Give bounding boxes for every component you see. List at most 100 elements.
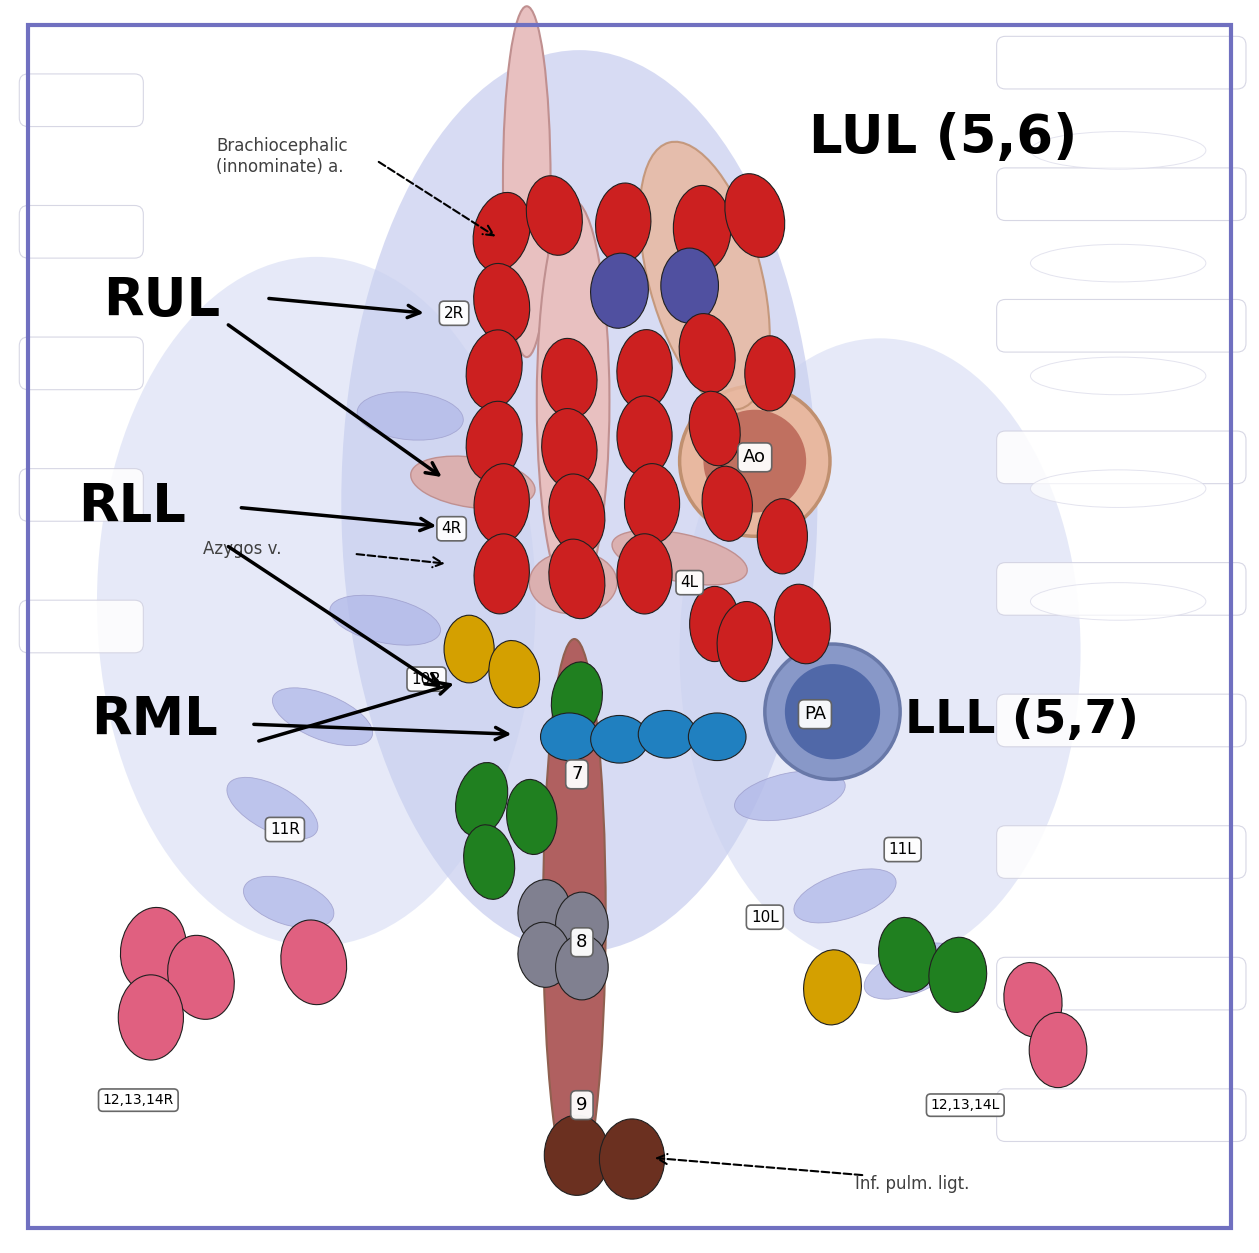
FancyBboxPatch shape — [19, 74, 144, 127]
Ellipse shape — [1030, 583, 1206, 620]
Ellipse shape — [526, 175, 583, 256]
Ellipse shape — [1030, 357, 1206, 395]
Text: 12,13,14L: 12,13,14L — [930, 1098, 1000, 1113]
Ellipse shape — [734, 771, 845, 821]
Ellipse shape — [517, 880, 570, 945]
Ellipse shape — [679, 313, 735, 393]
Ellipse shape — [506, 779, 556, 855]
Text: 10L: 10L — [750, 910, 779, 925]
Ellipse shape — [456, 763, 507, 836]
FancyBboxPatch shape — [19, 205, 144, 258]
Text: Ao: Ao — [743, 449, 767, 466]
Ellipse shape — [640, 142, 769, 410]
Ellipse shape — [689, 713, 747, 761]
Ellipse shape — [473, 263, 530, 343]
Text: RML: RML — [91, 694, 218, 747]
Ellipse shape — [929, 937, 987, 1012]
Ellipse shape — [544, 1115, 609, 1195]
Ellipse shape — [341, 50, 817, 952]
Text: 4R: 4R — [442, 521, 462, 536]
Text: 10R: 10R — [412, 672, 442, 687]
Ellipse shape — [879, 917, 937, 992]
Text: 11R: 11R — [269, 822, 300, 837]
Ellipse shape — [281, 920, 346, 1005]
Ellipse shape — [596, 183, 651, 263]
Ellipse shape — [803, 950, 861, 1025]
Ellipse shape — [794, 868, 896, 923]
FancyBboxPatch shape — [997, 563, 1246, 615]
Text: LLL (5,7): LLL (5,7) — [905, 698, 1139, 743]
Ellipse shape — [473, 464, 529, 544]
Ellipse shape — [167, 935, 234, 1020]
Ellipse shape — [97, 257, 535, 946]
Ellipse shape — [624, 464, 680, 544]
Ellipse shape — [466, 330, 522, 410]
Ellipse shape — [864, 944, 958, 999]
Ellipse shape — [1029, 1012, 1087, 1088]
Ellipse shape — [689, 391, 740, 466]
Text: 7: 7 — [572, 766, 583, 783]
Text: RUL: RUL — [103, 274, 220, 327]
Ellipse shape — [599, 1119, 665, 1199]
Ellipse shape — [444, 615, 495, 683]
FancyBboxPatch shape — [997, 957, 1246, 1010]
FancyBboxPatch shape — [997, 826, 1246, 878]
Ellipse shape — [590, 715, 648, 763]
Ellipse shape — [1030, 470, 1206, 507]
FancyBboxPatch shape — [997, 36, 1246, 89]
Ellipse shape — [718, 601, 773, 682]
Ellipse shape — [463, 824, 515, 900]
Text: 9: 9 — [577, 1096, 588, 1114]
Ellipse shape — [536, 200, 609, 601]
Ellipse shape — [555, 892, 608, 957]
FancyBboxPatch shape — [997, 299, 1246, 352]
Ellipse shape — [1030, 132, 1206, 169]
Ellipse shape — [774, 584, 831, 664]
Ellipse shape — [725, 174, 784, 257]
Ellipse shape — [466, 401, 522, 481]
Ellipse shape — [555, 935, 608, 1000]
Ellipse shape — [473, 193, 530, 271]
Ellipse shape — [541, 338, 597, 419]
Ellipse shape — [272, 688, 373, 746]
Text: 2R: 2R — [444, 306, 465, 321]
Ellipse shape — [661, 248, 719, 323]
FancyBboxPatch shape — [997, 1089, 1246, 1141]
Text: Inf. pulm. ligt.: Inf. pulm. ligt. — [855, 1175, 969, 1193]
Ellipse shape — [502, 6, 550, 357]
FancyBboxPatch shape — [19, 469, 144, 521]
FancyBboxPatch shape — [19, 337, 144, 390]
Text: 8: 8 — [577, 933, 588, 951]
Ellipse shape — [227, 777, 317, 840]
Text: LUL (5,6): LUL (5,6) — [808, 112, 1076, 164]
Ellipse shape — [121, 907, 186, 992]
Text: 12,13,14R: 12,13,14R — [103, 1093, 174, 1108]
Ellipse shape — [541, 408, 597, 489]
Text: RLL: RLL — [78, 481, 186, 534]
Ellipse shape — [549, 474, 604, 554]
Ellipse shape — [1003, 962, 1063, 1037]
Ellipse shape — [473, 534, 529, 614]
Ellipse shape — [638, 710, 696, 758]
Ellipse shape — [330, 595, 441, 645]
Ellipse shape — [612, 530, 747, 585]
FancyBboxPatch shape — [997, 694, 1246, 747]
Ellipse shape — [617, 534, 672, 614]
Ellipse shape — [690, 586, 740, 662]
Ellipse shape — [118, 975, 184, 1060]
Ellipse shape — [529, 551, 617, 614]
Ellipse shape — [540, 713, 598, 761]
Ellipse shape — [680, 338, 1080, 965]
Text: 11L: 11L — [889, 842, 917, 857]
Ellipse shape — [758, 499, 807, 574]
Text: 4L: 4L — [681, 575, 699, 590]
Text: Brachiocephalic
(innominate) a.: Brachiocephalic (innominate) a. — [217, 138, 347, 175]
Ellipse shape — [590, 253, 648, 328]
FancyBboxPatch shape — [997, 431, 1246, 484]
Ellipse shape — [551, 662, 602, 737]
Ellipse shape — [488, 640, 540, 708]
Ellipse shape — [703, 466, 753, 541]
FancyBboxPatch shape — [997, 168, 1246, 221]
Text: Azygos v.: Azygos v. — [204, 540, 282, 558]
Ellipse shape — [745, 336, 794, 411]
